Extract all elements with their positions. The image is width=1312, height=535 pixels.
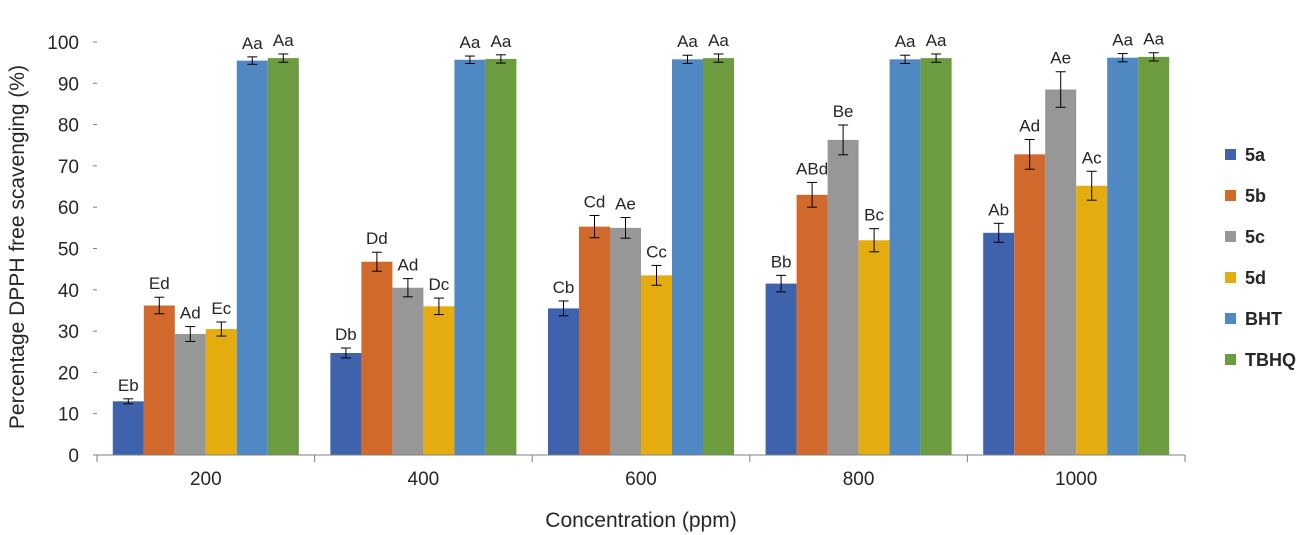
y-tick-label: 80 [58,116,79,137]
bar-label: Be [833,102,854,121]
bar-label: Aa [242,34,263,53]
bar-5a-800 [765,283,797,455]
bar-label: Aa [460,33,481,52]
bar-5d-800 [858,240,890,455]
bar-label: Dc [429,275,450,294]
bar-labels: Eb Db Cb Bb Ab Ed Dd Cd ABd Ad Ad Ad Ae Be Ae Ec Dc Cc Bc A… [118,30,1165,395]
bar-label: Aa [677,32,698,51]
legend-label-5b: 5b [1245,186,1266,206]
y-axis-title: Percentage DPPH free scavenging (%) [6,65,29,429]
bar-5a-400 [330,352,362,455]
bar-label: Ac [1082,148,1102,167]
bar-5b-400 [361,261,393,455]
bar-TBHQ-800 [920,58,952,456]
bar-5c-600 [610,227,641,455]
bar-5a-1000 [983,232,1015,455]
bar-label: Ad [180,304,201,323]
bar-label: Eb [118,376,139,395]
bar-label: Aa [895,32,916,51]
legend-label-5c: 5c [1245,227,1265,247]
y-tick-label: 50 [58,240,79,261]
legend-swatch-5d [1225,272,1236,283]
bar-BHT-800 [889,59,921,455]
bar-label: Aa [1112,31,1133,50]
bar-5a-200 [112,401,144,455]
bar-5d-400 [423,306,455,455]
bar-label: Aa [708,31,729,50]
bar-5c-800 [827,139,859,456]
x-tick-label: 200 [190,469,222,490]
y-tick-label: 10 [58,405,79,426]
bar-BHT-400 [454,59,486,455]
bar-label: Ad [398,256,419,275]
bar-label: Ae [1050,49,1071,68]
bar-TBHQ-400 [485,58,517,456]
bar-5d-200 [205,329,237,455]
bar-BHT-600 [672,59,703,455]
bar-5a-600 [548,308,579,455]
bars [112,56,1170,456]
bar-5c-400 [392,287,424,455]
bar-label: ABd [796,159,828,178]
bar-label: Ae [615,195,636,214]
legend-swatch-BHT [1225,313,1236,324]
bar-label: Ec [211,299,231,318]
bar-label: Cd [584,192,606,211]
bar-label: Aa [926,31,947,50]
bar-label: Ad [1019,116,1040,135]
bar-5b-1000 [1014,154,1046,455]
legend-swatch-5c [1225,231,1236,242]
bar-5b-800 [796,194,828,455]
legend: 5a 5b 5c 5d BHT TBHQ [1225,145,1296,370]
bar-5b-200 [143,305,175,455]
x-tick-label: 800 [843,469,875,490]
y-axis-ticks: 0 10 20 30 40 50 60 70 80 90 100 [47,33,97,467]
bar-BHT-200 [236,60,268,456]
x-tick-label: 400 [408,469,440,490]
legend-swatch-5a [1225,149,1236,160]
bar-label: Aa [491,32,512,51]
bar-label: Aa [273,31,294,50]
bar-label: Ab [988,200,1009,219]
bar-5d-1000 [1076,185,1108,455]
legend-label-5a: 5a [1245,145,1266,165]
bar-TBHQ-200 [267,58,299,456]
y-tick-label: 20 [58,363,79,384]
legend-label-BHT: BHT [1245,309,1282,329]
bar-5c-200 [174,333,206,455]
legend-swatch-TBHQ [1225,354,1236,365]
bar-label: Bb [771,252,792,271]
y-tick-label: 60 [58,198,79,219]
bar-label: Bc [864,206,884,225]
bar-label: Db [335,325,357,344]
bar-TBHQ-1000 [1138,56,1170,455]
x-axis-title: Concentration (ppm) [545,509,736,532]
y-tick-label: 70 [58,157,79,178]
x-tick-label: 1000 [1055,469,1097,490]
x-tick-label: 600 [625,469,657,490]
bar-label: Dd [366,229,388,248]
bar-5c-1000 [1045,89,1077,456]
legend-label-5d: 5d [1245,268,1266,288]
bar-label: Cc [646,242,667,261]
legend-swatch-5b [1225,190,1236,201]
x-axis-ticks: 200 400 600 800 1000 [96,455,1186,490]
bar-5d-600 [641,275,672,455]
bar-label: Ed [149,274,170,293]
y-tick-label: 90 [58,74,79,95]
bar-BHT-1000 [1107,57,1139,455]
error-bars [123,52,1159,405]
bar-TBHQ-600 [703,58,734,456]
y-tick-label: 0 [68,446,79,467]
y-tick-label: 100 [47,33,79,54]
bar-5b-600 [579,226,610,455]
bar-label: Cb [553,278,575,297]
y-tick-label: 30 [58,322,79,343]
y-tick-label: 40 [58,281,79,302]
bar-label: Aa [1143,30,1164,49]
legend-label-TBHQ: TBHQ [1245,350,1296,370]
